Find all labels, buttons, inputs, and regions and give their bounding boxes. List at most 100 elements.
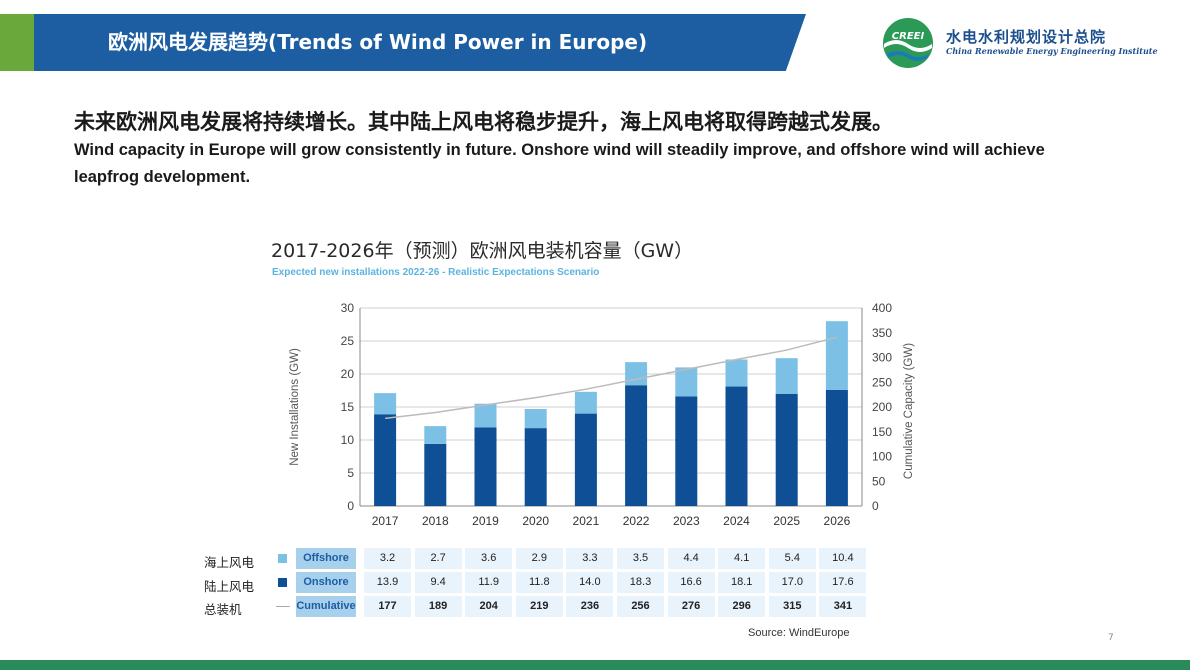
table-cell-offshore: 10.4: [819, 548, 867, 569]
table-series-offshore: Offshore: [296, 548, 356, 569]
x-tick-label: 2021: [573, 514, 600, 528]
table-cell-cumulative: 341: [819, 596, 867, 617]
legend-onshore-swatch: [278, 578, 287, 587]
y-tick-label: 15: [341, 400, 355, 414]
table-cell-offshore: 3.3: [566, 548, 614, 569]
org-name-en: China Renewable Energy Engineering Insti…: [946, 46, 1158, 56]
legend-offshore-swatch: [278, 554, 287, 563]
table-cell-cumulative: 236: [566, 596, 614, 617]
footer-band: [0, 660, 1190, 670]
bar-onshore: [574, 413, 597, 506]
cumulative-line: [385, 336, 838, 420]
org-name-cn: 水电水利规划设计总院: [946, 28, 1107, 46]
table-label-cumulative-cn: 总装机: [204, 602, 242, 617]
x-tick-label: 2023: [673, 514, 700, 528]
bar-onshore: [625, 385, 648, 506]
header-band: [0, 14, 806, 71]
y-tick-label: 0: [347, 499, 354, 513]
y-right-tick-label: 200: [872, 400, 892, 414]
bar-offshore: [725, 359, 748, 387]
table-cell-cumulative: 189: [414, 596, 462, 617]
table-cell-onshore: 11.8: [515, 572, 563, 593]
bar-onshore: [374, 414, 397, 506]
x-tick-label: 2017: [372, 514, 399, 528]
x-tick-label: 2025: [773, 514, 800, 528]
header-accent: [0, 14, 34, 71]
x-tick-label: 2020: [522, 514, 549, 528]
table-cell-cumulative: 315: [768, 596, 816, 617]
table-cell-offshore: 3.5: [617, 548, 664, 569]
table-cell-cumulative: 219: [515, 596, 563, 617]
bar-offshore: [374, 393, 397, 415]
y-right-tick-label: 250: [872, 375, 892, 389]
table-cell-onshore: 13.9: [364, 572, 411, 593]
table-cell-cumulative: 256: [617, 596, 664, 617]
creei-logo-icon: CREEI: [883, 18, 933, 68]
x-tick-label: 2019: [472, 514, 499, 528]
x-tick-label: 2026: [824, 514, 851, 528]
bar-onshore: [725, 386, 748, 506]
table-label-onshore-cn: 陆上风电: [204, 579, 255, 594]
y-axis-title: New Installations (GW): [289, 348, 301, 466]
y-right-tick-label: 150: [872, 425, 892, 439]
chart-source: Source: WindEurope: [748, 627, 850, 639]
bar-offshore: [424, 426, 447, 444]
y-right-tick-label: 50: [872, 474, 886, 488]
table-cell-cumulative: 276: [667, 596, 715, 617]
headline-en: Wind capacity in Europe will grow consis…: [74, 141, 1045, 186]
y-right-tick-label: 350: [872, 326, 892, 340]
table-cell-offshore: 4.1: [718, 548, 766, 569]
legend-cumulative-line: [276, 606, 290, 607]
table-cell-cumulative: 177: [364, 596, 411, 617]
logo-mark-text: CREEI: [892, 31, 925, 42]
table-cell-offshore: 2.9: [515, 548, 563, 569]
table-cell-onshore: 18.3: [617, 572, 664, 593]
table-cell-offshore: 2.7: [414, 548, 462, 569]
bar-offshore: [524, 408, 547, 429]
x-tick-label: 2022: [623, 514, 650, 528]
y-tick-label: 30: [341, 301, 355, 315]
headline-cn: 未来欧洲风电发展将持续增长。其中陆上风电将稳步提升，海上风电将取得跨越式发展。: [74, 110, 893, 134]
y-tick-label: 5: [347, 466, 354, 480]
bar-offshore: [625, 362, 648, 386]
table-cell-onshore: 16.6: [667, 572, 715, 593]
table-cell-onshore: 17.0: [768, 572, 816, 593]
page-title: 欧洲风电发展趋势(Trends of Wind Power in Europe): [108, 30, 648, 54]
bar-onshore: [825, 389, 848, 506]
table-cell-onshore: 11.9: [465, 572, 513, 593]
table-cell-offshore: 3.6: [465, 548, 513, 569]
table-cell-offshore: 3.2: [364, 548, 411, 569]
table-cell-offshore: 5.4: [768, 548, 816, 569]
bar-offshore: [675, 367, 698, 397]
bar-offshore: [825, 321, 848, 390]
table-series-onshore: Onshore: [296, 572, 356, 593]
table-cell-cumulative: 296: [718, 596, 766, 617]
table-cell-cumulative: 204: [465, 596, 513, 617]
table-label-offshore-cn: 海上风电: [204, 555, 255, 570]
y-right-tick-label: 0: [872, 499, 879, 513]
bar-onshore: [675, 396, 698, 506]
table-cell-onshore: 9.4: [414, 572, 462, 593]
bar-offshore: [474, 403, 497, 428]
y-right-axis-title: Cumulative Capacity (GW): [903, 343, 915, 479]
bar-offshore: [574, 391, 597, 414]
x-tick-label: 2024: [723, 514, 750, 528]
table-cell-onshore: 18.1: [718, 572, 766, 593]
y-right-tick-label: 100: [872, 450, 892, 464]
y-right-tick-label: 300: [872, 351, 892, 365]
y-tick-label: 25: [341, 334, 355, 348]
chart-title: 2017-2026年（预测）欧洲风电装机容量（GW）: [271, 240, 694, 262]
table-cell-onshore: 17.6: [819, 572, 867, 593]
page-number: 7: [1108, 633, 1114, 643]
y-tick-label: 10: [341, 433, 355, 447]
table-cell-onshore: 14.0: [566, 572, 614, 593]
y-tick-label: 20: [341, 367, 355, 381]
bar-offshore: [775, 358, 798, 394]
bar-onshore: [474, 427, 497, 506]
x-tick-label: 2018: [422, 514, 449, 528]
bar-onshore: [524, 428, 547, 506]
bar-onshore: [775, 393, 798, 506]
table-cell-offshore: 4.4: [667, 548, 715, 569]
y-right-tick-label: 400: [872, 301, 892, 315]
